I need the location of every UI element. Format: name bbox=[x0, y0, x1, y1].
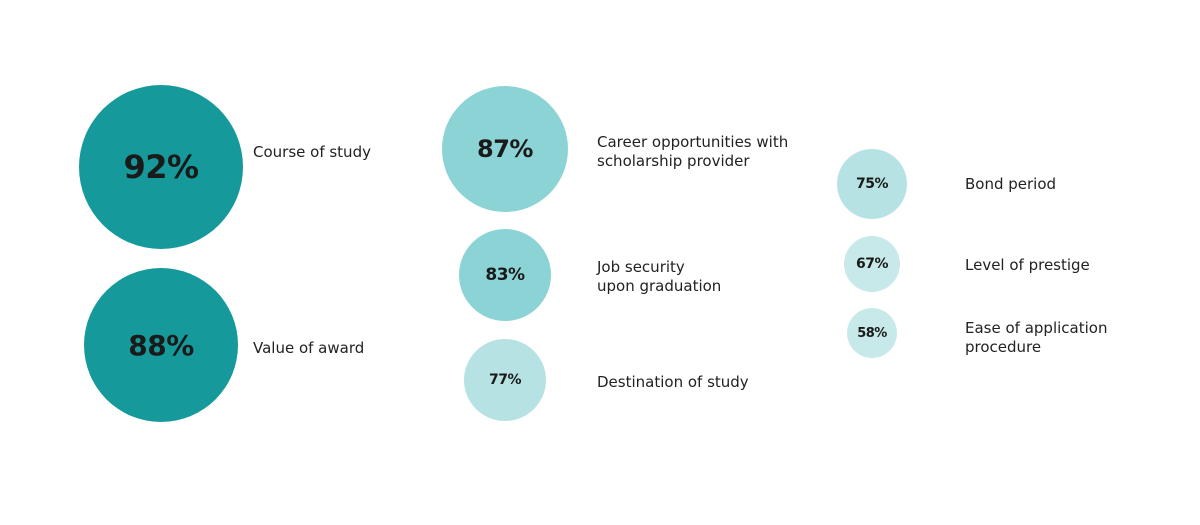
bubble-value-destination-of-study: 77% bbox=[488, 372, 522, 388]
bubble-label-bond-period: Bond period bbox=[965, 174, 1057, 193]
bubble-value-level-of-prestige: 67% bbox=[855, 256, 889, 272]
bubble-destination-of-study: 77% bbox=[464, 339, 546, 421]
bubble-career-opportunities-with-scholarship-provider: 87% bbox=[442, 86, 568, 212]
bubble-ease-of-application-procedure: 58% bbox=[847, 308, 897, 358]
bubble-job-security-upon-graduation: 83% bbox=[459, 229, 551, 321]
bubble-value-of-award: 88% bbox=[84, 268, 238, 422]
bubble-value-job-security-upon-graduation: 83% bbox=[485, 265, 525, 285]
bubble-label-course-of-study: Course of study bbox=[253, 142, 371, 161]
bubble-value-ease-of-application-procedure: 58% bbox=[857, 325, 887, 341]
bubble-bond-period: 75% bbox=[837, 149, 907, 219]
bubble-label-value-of-award: Value of award bbox=[253, 338, 365, 357]
bubble-label-job-security-upon-graduation: Job security upon graduation bbox=[597, 258, 722, 295]
bubble-label-level-of-prestige: Level of prestige bbox=[965, 255, 1090, 274]
bubble-label-ease-of-application-procedure: Ease of application procedure bbox=[965, 319, 1108, 356]
bubble-value-value-of-award: 88% bbox=[128, 328, 194, 362]
bubble-course-of-study: 92% bbox=[79, 85, 243, 249]
bubble-label-destination-of-study: Destination of study bbox=[597, 372, 749, 391]
bubble-value-course-of-study: 92% bbox=[123, 148, 199, 186]
bubble-value-career-opportunities-with-scholarship-provider: 87% bbox=[477, 135, 533, 163]
bubble-value-bond-period: 75% bbox=[855, 176, 889, 192]
bubble-label-career-opportunities-with-scholarship-provider: Career opportunities with scholarship pr… bbox=[597, 133, 789, 170]
bubble-level-of-prestige: 67% bbox=[844, 236, 900, 292]
